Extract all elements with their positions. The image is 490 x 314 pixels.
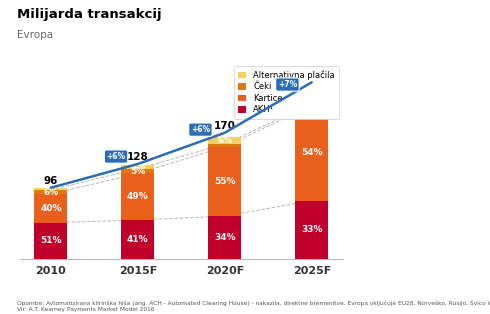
Text: 6%: 6% bbox=[217, 136, 232, 145]
Bar bbox=[122, 220, 154, 259]
Text: 96: 96 bbox=[44, 176, 58, 186]
Text: Evropa: Evropa bbox=[17, 30, 53, 40]
Text: 170: 170 bbox=[214, 121, 236, 131]
Bar bbox=[295, 105, 328, 201]
Text: 55%: 55% bbox=[214, 177, 236, 186]
Text: 33%: 33% bbox=[301, 225, 322, 234]
Bar bbox=[295, 201, 328, 259]
Bar bbox=[295, 82, 328, 104]
Text: 40%: 40% bbox=[40, 204, 62, 213]
Text: 41%: 41% bbox=[127, 235, 148, 244]
Text: 51%: 51% bbox=[40, 236, 62, 245]
Text: Milijarda transakcij: Milijarda transakcij bbox=[17, 8, 162, 21]
Bar bbox=[34, 194, 67, 223]
Bar bbox=[122, 165, 154, 169]
Text: 238: 238 bbox=[301, 70, 322, 80]
Text: 6%: 6% bbox=[43, 187, 58, 197]
Bar bbox=[34, 188, 67, 190]
Bar bbox=[34, 190, 67, 194]
Bar bbox=[208, 216, 241, 259]
Text: 128: 128 bbox=[127, 152, 148, 162]
Bar bbox=[208, 144, 241, 147]
Legend: Alternativna plačila, Čeki, Kartice, AKH¹: Alternativna plačila, Čeki, Kartice, AKH… bbox=[234, 66, 339, 119]
Bar bbox=[208, 137, 241, 144]
Bar bbox=[295, 104, 328, 105]
Text: +6%: +6% bbox=[106, 152, 125, 161]
Text: 4%: 4% bbox=[130, 162, 146, 171]
Text: 54%: 54% bbox=[301, 149, 322, 158]
Bar bbox=[122, 169, 154, 174]
Text: 34%: 34% bbox=[214, 233, 236, 242]
Text: +6%: +6% bbox=[191, 125, 210, 134]
Bar bbox=[34, 223, 67, 259]
Text: Opombe: Avtomatizirana klirinška hiša (ang. ACH - Automated Clearing House) - na: Opombe: Avtomatizirana klirinška hiša (a… bbox=[17, 300, 490, 306]
Text: +7%: +7% bbox=[278, 80, 297, 89]
Bar bbox=[122, 174, 154, 220]
Text: 49%: 49% bbox=[127, 192, 148, 201]
Bar bbox=[208, 147, 241, 216]
Text: 5%: 5% bbox=[130, 167, 146, 176]
Text: Vir: A.T. Kearney Payments Market Model 2016: Vir: A.T. Kearney Payments Market Model … bbox=[17, 307, 154, 312]
Text: 12%: 12% bbox=[301, 88, 322, 97]
